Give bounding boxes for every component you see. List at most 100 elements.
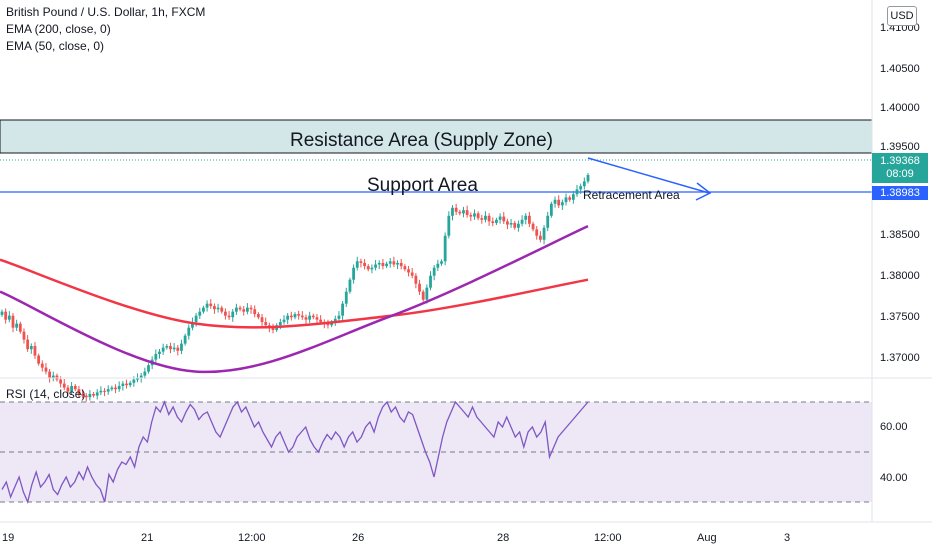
- retracement-arrow: [587, 157, 712, 201]
- candle-body: [396, 262, 399, 265]
- candle-body: [231, 311, 235, 318]
- candle-body: [15, 323, 19, 328]
- candle-body: [538, 235, 542, 240]
- candle-body: [194, 315, 198, 323]
- candle-body: [40, 363, 44, 368]
- candle-body: [487, 215, 491, 222]
- candle-body: [586, 175, 590, 182]
- candle-body: [154, 354, 158, 360]
- candle-body: [557, 199, 561, 206]
- support-price-label: 1.38983: [880, 187, 920, 199]
- candle-body: [495, 219, 498, 223]
- candle-body: [333, 318, 337, 323]
- candle-body: [315, 317, 319, 320]
- rsi-tick: 60.00: [880, 421, 908, 433]
- ema50-line: [0, 225, 589, 374]
- candle-body: [62, 383, 66, 388]
- candle-body: [377, 262, 381, 265]
- candle-body: [205, 303, 209, 308]
- candle-body: [88, 393, 92, 398]
- candle-body: [29, 346, 33, 350]
- candle-body: [99, 390, 103, 393]
- candle-body: [344, 291, 348, 304]
- candle-body: [484, 215, 487, 220]
- candle-body: [531, 223, 535, 230]
- candle-body: [414, 275, 418, 284]
- support-price-tag-bg: [872, 186, 928, 200]
- candle-body: [286, 315, 290, 320]
- candle-body: [44, 367, 48, 372]
- price-tick: 1.38500: [880, 229, 920, 241]
- candle-body: [366, 266, 370, 270]
- candle-body: [341, 303, 345, 316]
- candle-body: [227, 315, 231, 318]
- retracement-label: Retracement Area: [583, 188, 680, 202]
- candle-body: [37, 355, 41, 364]
- candle-body: [242, 309, 246, 312]
- price-tick: 1.39500: [880, 141, 920, 153]
- candle-body: [337, 315, 341, 319]
- price-tick: 1.37500: [880, 311, 920, 323]
- legend-symbol[interactable]: British Pound / U.S. Dollar, 1h, FXCM: [6, 5, 206, 19]
- candle-body: [249, 307, 253, 310]
- candle-body: [282, 319, 286, 323]
- candle-body: [370, 267, 374, 270]
- price-axis[interactable]: 1.41000 1.40500 1.40000 1.39500 1.38500 …: [880, 22, 920, 484]
- legend-ema50[interactable]: EMA (50, close, 0): [6, 39, 105, 53]
- candle-body: [374, 264, 377, 268]
- candle-body: [443, 235, 447, 262]
- candle-body: [264, 322, 268, 326]
- candle-body: [421, 291, 425, 300]
- candle-body: [191, 322, 194, 328]
- candle-body: [213, 306, 216, 310]
- legend-ema200[interactable]: EMA (200, close, 0): [6, 22, 111, 36]
- candle-body: [183, 335, 187, 344]
- candle-body: [7, 315, 11, 320]
- candle-body: [165, 346, 169, 348]
- candle-body: [198, 311, 202, 316]
- currency-selector[interactable]: USD: [887, 6, 917, 26]
- candle-body: [278, 322, 282, 326]
- candle-body: [429, 275, 432, 288]
- candle-body: [582, 181, 586, 187]
- candle-body: [172, 347, 176, 350]
- candle-body: [359, 261, 363, 263]
- legend-rsi[interactable]: RSI (14, close): [6, 387, 86, 401]
- candle-body: [355, 261, 359, 268]
- candle-body: [418, 283, 421, 292]
- time-tick: 12:00: [594, 532, 622, 544]
- candle-body: [92, 393, 95, 396]
- candle-body: [95, 392, 99, 396]
- candle-body: [385, 263, 388, 267]
- candle-body: [549, 203, 553, 216]
- candle-body: [209, 303, 213, 307]
- countdown-label: 08:09: [886, 168, 914, 180]
- current-price-tag-bg: [872, 153, 928, 183]
- candle-body: [520, 219, 524, 224]
- candle-body: [528, 215, 531, 224]
- candle-body: [469, 214, 473, 217]
- candle-body: [454, 207, 458, 212]
- candle-body: [143, 371, 147, 376]
- candle-body: [117, 385, 121, 390]
- candle-body: [308, 315, 312, 320]
- price-tick: 1.38000: [880, 270, 920, 282]
- candle-body: [169, 346, 172, 350]
- current-price-label: 1.39368: [880, 155, 920, 167]
- candle-body: [70, 385, 73, 392]
- candle-body: [491, 221, 495, 223]
- candle-body: [436, 263, 440, 268]
- resistance-zone: [0, 119, 873, 154]
- candle-body: [136, 378, 139, 380]
- time-axis[interactable]: 19 21 12:00 26 28 12:00 Aug 3: [2, 532, 790, 544]
- candle-body: [535, 229, 539, 236]
- candle-body: [125, 383, 128, 386]
- candle-body: [388, 261, 392, 264]
- candle-body: [121, 383, 125, 386]
- candle-body: [473, 213, 476, 217]
- candle-body: [77, 389, 81, 394]
- ema200-line: [0, 258, 589, 329]
- candle-body: [319, 319, 323, 323]
